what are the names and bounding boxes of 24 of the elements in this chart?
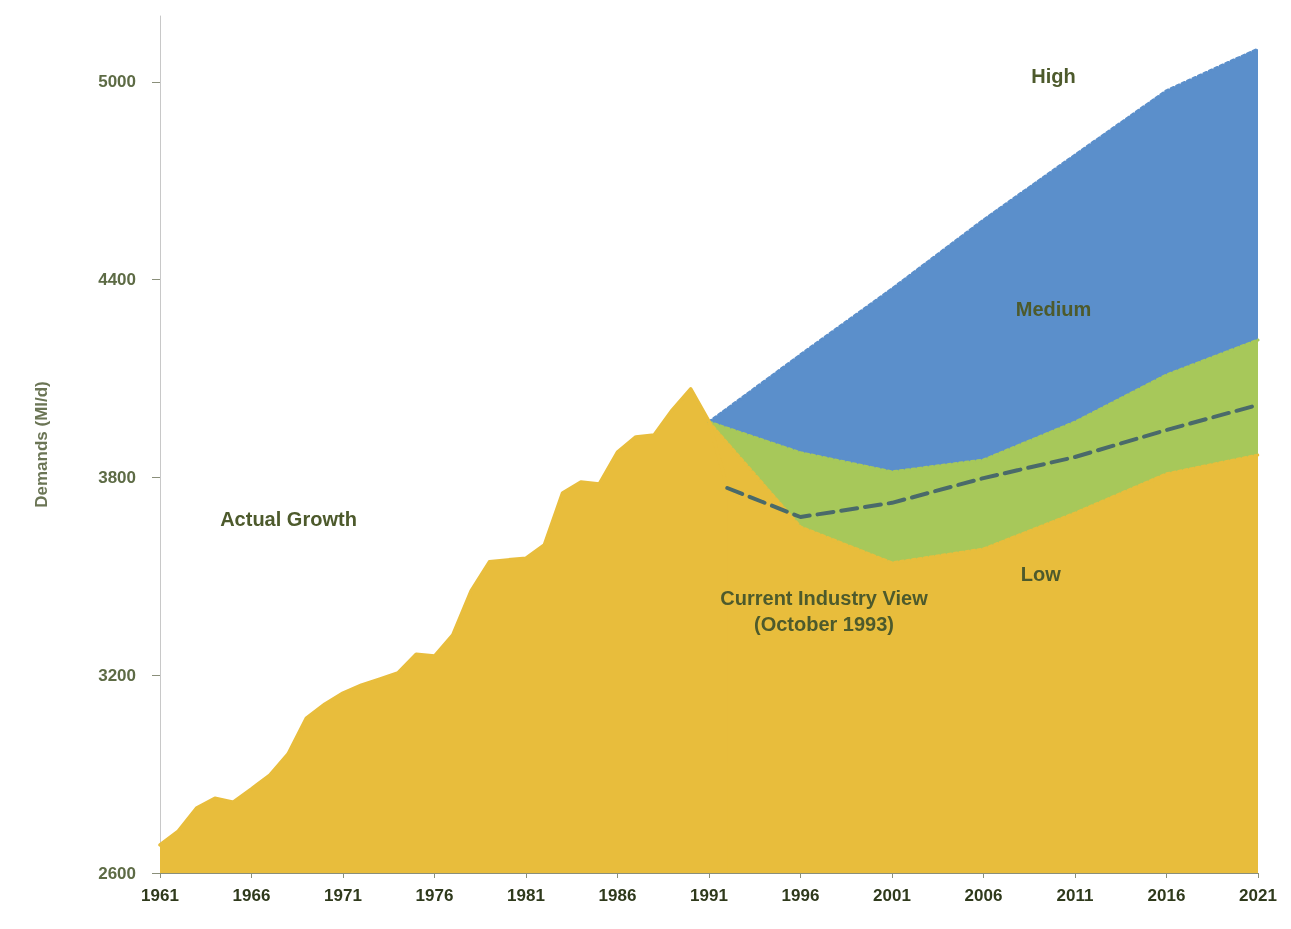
y-tick-label: 4400: [98, 270, 136, 290]
y-tick-label: 2600: [98, 863, 136, 883]
x-tick-label: 2016: [1147, 886, 1186, 905]
annotation: High: [1031, 65, 1076, 88]
x-tick-label: 1991: [690, 886, 728, 905]
x-tick-label: 1966: [232, 886, 271, 905]
annotation: Low: [1020, 563, 1062, 586]
annotation: Actual Growth: [220, 508, 357, 531]
x-tick-label: 1986: [598, 886, 637, 905]
x-tick-label: 1996: [781, 886, 820, 905]
x-tick-label: 1976: [415, 886, 454, 905]
x-tick-label: 1981: [507, 886, 545, 905]
y-axis-title: Demands (Ml/d): [32, 381, 51, 508]
y-tick-label: 3800: [98, 467, 136, 487]
x-tick-label: 2006: [964, 886, 1003, 905]
x-tick-label: 1961: [141, 886, 179, 905]
x-tick-label: 2021: [1239, 886, 1277, 905]
x-tick-label: 1971: [324, 886, 362, 905]
annotation: Current Industry View (October 1993): [720, 586, 929, 635]
y-tick-label: 5000: [98, 72, 136, 92]
annotation: Medium: [1015, 298, 1092, 321]
y-tick-label: 3200: [98, 665, 136, 685]
x-tick-label: 2011: [1056, 886, 1094, 905]
x-tick-label: 2001: [873, 886, 911, 905]
